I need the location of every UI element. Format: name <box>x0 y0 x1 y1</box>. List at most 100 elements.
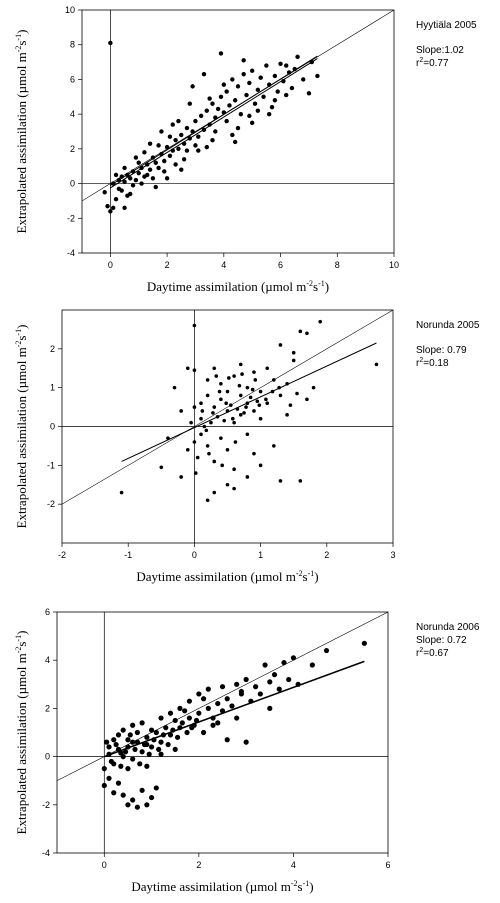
data-point <box>186 698 192 704</box>
data-point <box>172 385 177 390</box>
data-point <box>204 108 209 113</box>
data-point <box>278 343 283 347</box>
data-point <box>212 459 217 464</box>
data-point <box>222 418 226 423</box>
data-point <box>102 190 107 195</box>
data-point <box>295 54 300 60</box>
data-point <box>101 766 107 772</box>
data-point <box>173 137 178 143</box>
data-point <box>205 393 210 398</box>
data-point <box>182 708 188 714</box>
data-point <box>232 98 238 103</box>
data-point <box>284 63 289 68</box>
data-point <box>148 727 155 733</box>
x-axis-label: Daytime assimilation (µmol m-2s-1) <box>147 279 329 294</box>
data-point <box>252 101 258 106</box>
data-point <box>130 183 136 188</box>
data-point <box>252 370 256 374</box>
plot-area <box>62 310 393 505</box>
data-point <box>125 766 131 772</box>
y-tick-label: 6 <box>45 607 50 617</box>
data-point <box>119 188 124 193</box>
y-tick-label: 6 <box>70 74 75 84</box>
data-point <box>128 176 133 181</box>
data-point <box>252 409 256 413</box>
data-point <box>361 640 367 646</box>
data-point <box>144 802 150 808</box>
x-tick-label: 2 <box>196 860 201 870</box>
y-tick-label: 0 <box>45 752 50 762</box>
one-to-one-line <box>82 10 394 202</box>
x-tick-label: 2 <box>165 260 170 270</box>
data-point <box>106 744 112 750</box>
data-point <box>258 75 263 80</box>
data-point <box>176 146 181 152</box>
data-point <box>305 397 309 402</box>
plot-area <box>57 612 388 810</box>
data-point <box>225 448 230 452</box>
regression-line <box>110 58 318 189</box>
data-point <box>130 739 136 745</box>
data-point <box>132 746 138 752</box>
data-point <box>172 746 178 752</box>
data-point <box>212 490 217 495</box>
data-point <box>261 94 266 99</box>
data-point <box>288 403 293 407</box>
x-tick-label: 8 <box>335 260 340 270</box>
regression-line <box>104 660 365 758</box>
data-point <box>234 715 240 721</box>
data-point <box>204 428 209 433</box>
x-tick-label: 4 <box>291 860 296 870</box>
data-point <box>144 734 150 740</box>
data-point <box>247 113 252 119</box>
data-point <box>224 118 229 124</box>
data-point <box>162 158 167 164</box>
data-point <box>278 61 283 67</box>
data-point <box>125 737 131 743</box>
x-tick-label: 4 <box>221 260 226 270</box>
data-point <box>158 715 164 721</box>
data-point <box>189 420 193 425</box>
x-axis-label: Daytime assimilation (µmol m-2s-1) <box>131 879 313 894</box>
data-point <box>214 374 219 378</box>
y-tick-label: -2 <box>67 213 75 223</box>
data-point <box>232 374 236 378</box>
data-point <box>133 155 139 160</box>
data-point <box>267 705 273 712</box>
data-point <box>278 393 283 398</box>
data-point <box>133 177 139 183</box>
data-point <box>306 91 312 96</box>
data-point <box>192 405 197 409</box>
x-tick-label: 0 <box>108 260 113 270</box>
data-point <box>192 440 197 444</box>
data-point <box>200 729 207 736</box>
data-point <box>233 440 238 444</box>
data-point <box>244 92 249 98</box>
plot-frame <box>81 9 395 254</box>
data-point <box>210 722 216 728</box>
data-point <box>269 105 275 110</box>
data-point <box>122 205 127 211</box>
data-point <box>193 143 198 148</box>
data-point <box>218 94 224 99</box>
data-point <box>215 106 221 112</box>
data-point <box>205 444 210 448</box>
data-point <box>232 139 238 145</box>
data-point <box>271 672 278 678</box>
data-point <box>153 785 159 791</box>
data-point <box>264 63 269 68</box>
y-tick-label: -2 <box>47 499 55 509</box>
y-tick-label: -4 <box>42 848 50 858</box>
annotation-text: Norunda 2006 <box>416 622 480 633</box>
data-point <box>265 366 270 371</box>
x-tick-label: 3 <box>390 550 395 560</box>
data-point <box>148 794 155 801</box>
data-point <box>291 358 296 363</box>
data-point <box>230 77 235 82</box>
data-point <box>224 696 230 702</box>
data-point <box>248 395 253 400</box>
annotation-text: Slope:1.02 <box>416 45 464 56</box>
data-point <box>286 676 292 683</box>
data-point <box>190 129 195 134</box>
